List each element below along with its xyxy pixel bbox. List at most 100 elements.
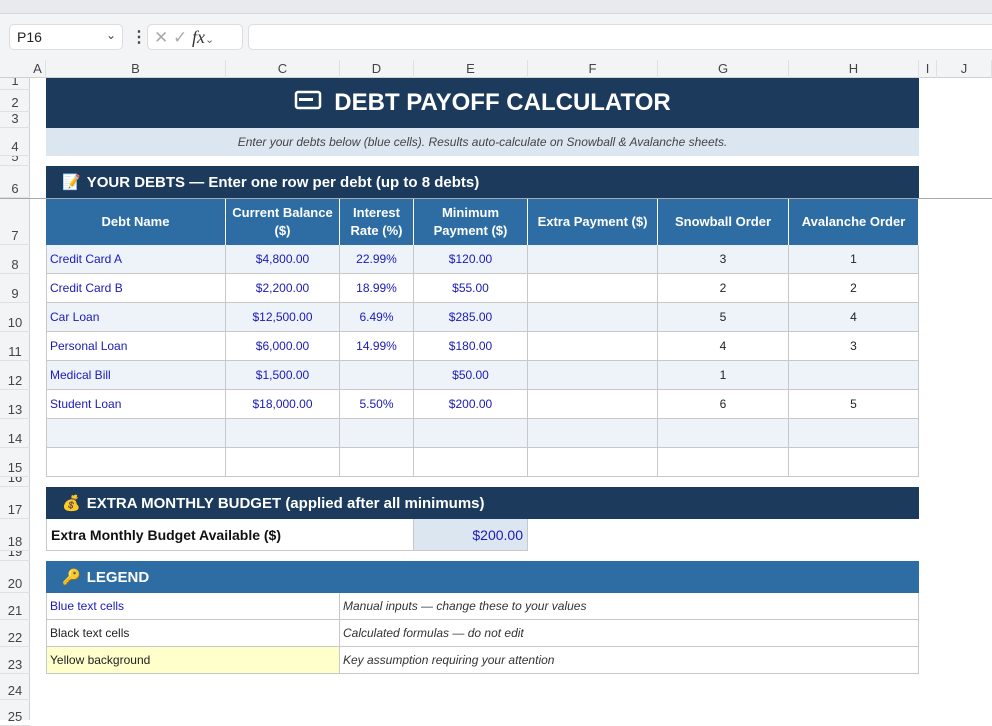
debt-value-cell[interactable]: 5 — [658, 303, 789, 332]
debt-value-cell[interactable]: 3 — [658, 245, 789, 274]
debt-name-cell[interactable]: Car Loan — [46, 303, 226, 332]
debt-value-cell[interactable] — [528, 390, 658, 419]
debt-name-cell[interactable]: Credit Card A — [46, 245, 226, 274]
debt-value-cell[interactable] — [658, 419, 789, 448]
debt-value-cell[interactable]: 5 — [789, 390, 919, 419]
debt-value-cell[interactable]: $18,000.00 — [226, 390, 340, 419]
debt-value-cell[interactable] — [226, 448, 340, 477]
row-header-5[interactable]: 5 — [0, 156, 30, 166]
debt-value-cell[interactable]: 2 — [658, 274, 789, 303]
column-header-A[interactable]: A — [30, 60, 46, 78]
debt-value-cell[interactable] — [226, 419, 340, 448]
chevron-down-icon[interactable]: ⌄ — [105, 28, 116, 42]
row-header-19[interactable]: 19 — [0, 551, 30, 561]
row-header-8[interactable]: 8 — [0, 245, 30, 274]
debt-value-cell[interactable] — [414, 448, 528, 477]
column-header-F[interactable]: F — [528, 60, 658, 78]
column-header-D[interactable]: D — [340, 60, 414, 78]
debt-value-cell[interactable] — [528, 332, 658, 361]
debt-value-cell[interactable]: $2,200.00 — [226, 274, 340, 303]
row-header-9[interactable]: 9 — [0, 274, 30, 303]
debt-value-cell[interactable] — [528, 361, 658, 390]
chevron-down-icon[interactable]: ⌄ — [204, 34, 215, 46]
row-header-21[interactable]: 21 — [0, 593, 30, 620]
row-header-15[interactable]: 15 — [0, 448, 30, 477]
debt-value-cell[interactable]: 4 — [789, 303, 919, 332]
debt-value-cell[interactable]: $1,500.00 — [226, 361, 340, 390]
debt-value-cell[interactable]: 1 — [789, 245, 919, 274]
row-header-22[interactable]: 22 — [0, 620, 30, 647]
more-icon[interactable]: ⋮ — [131, 29, 147, 46]
debt-value-cell[interactable]: 5.50% — [340, 390, 414, 419]
column-header-C[interactable]: C — [226, 60, 340, 78]
debt-value-cell[interactable]: 14.99% — [340, 332, 414, 361]
debt-value-cell[interactable]: $55.00 — [414, 274, 528, 303]
debt-value-cell[interactable]: $12,500.00 — [226, 303, 340, 332]
cancel-icon[interactable]: ✕ — [154, 28, 169, 47]
formula-input[interactable] — [248, 24, 992, 50]
row-header-16[interactable]: 16 — [0, 477, 30, 487]
debt-value-cell[interactable]: $6,000.00 — [226, 332, 340, 361]
row-header-18[interactable]: 18 — [0, 519, 30, 551]
row-header-7[interactable]: 7 — [0, 198, 30, 245]
column-header-H[interactable]: H — [789, 60, 919, 78]
row-header-4[interactable]: 4 — [0, 128, 30, 156]
debt-value-cell[interactable]: $200.00 — [414, 390, 528, 419]
row-header-24[interactable]: 24 — [0, 674, 30, 700]
row-header-6[interactable]: 6 — [0, 166, 30, 198]
column-header-B[interactable]: B — [46, 60, 226, 78]
debt-value-cell[interactable] — [340, 361, 414, 390]
debt-name-cell[interactable]: Credit Card B — [46, 274, 226, 303]
debt-value-cell[interactable]: 6.49% — [340, 303, 414, 332]
debt-value-cell[interactable]: 1 — [658, 361, 789, 390]
debt-value-cell[interactable] — [414, 419, 528, 448]
debt-value-cell[interactable] — [528, 419, 658, 448]
fx-icon[interactable]: fx — [191, 27, 205, 47]
row-header-13[interactable]: 13 — [0, 390, 30, 419]
debt-value-cell[interactable] — [789, 419, 919, 448]
debt-value-cell[interactable] — [340, 419, 414, 448]
debt-value-cell[interactable]: $180.00 — [414, 332, 528, 361]
debt-value-cell[interactable]: 2 — [789, 274, 919, 303]
debt-name-cell[interactable] — [46, 448, 226, 477]
debt-value-cell[interactable] — [658, 448, 789, 477]
debt-value-cell[interactable]: $4,800.00 — [226, 245, 340, 274]
debt-value-cell[interactable]: 6 — [658, 390, 789, 419]
debt-value-cell[interactable] — [789, 448, 919, 477]
debt-name-cell[interactable] — [46, 419, 226, 448]
column-header-E[interactable]: E — [414, 60, 528, 78]
row-header-14[interactable]: 14 — [0, 419, 30, 448]
debt-value-cell[interactable]: 18.99% — [340, 274, 414, 303]
row-header-10[interactable]: 10 — [0, 303, 30, 332]
row-header-12[interactable]: 12 — [0, 361, 30, 390]
debt-value-cell[interactable] — [789, 361, 919, 390]
column-header-G[interactable]: G — [658, 60, 789, 78]
row-header-1[interactable]: 1 — [0, 78, 30, 90]
debt-value-cell[interactable] — [340, 448, 414, 477]
debt-name-cell[interactable]: Personal Loan — [46, 332, 226, 361]
debt-value-cell[interactable] — [528, 245, 658, 274]
row-header-11[interactable]: 11 — [0, 332, 30, 361]
debt-value-cell[interactable] — [528, 303, 658, 332]
debt-value-cell[interactable]: 3 — [789, 332, 919, 361]
row-header-25[interactable]: 25 — [0, 700, 30, 726]
name-box[interactable]: P16 ⌄ — [9, 24, 123, 50]
row-header-17[interactable]: 17 — [0, 487, 30, 519]
column-header-J[interactable]: J — [937, 60, 992, 78]
debt-value-cell[interactable] — [528, 448, 658, 477]
row-header-23[interactable]: 23 — [0, 647, 30, 674]
debt-name-cell[interactable]: Medical Bill — [46, 361, 226, 390]
debt-value-cell[interactable]: 4 — [658, 332, 789, 361]
debt-value-cell[interactable]: 22.99% — [340, 245, 414, 274]
debt-value-cell[interactable]: $285.00 — [414, 303, 528, 332]
row-header-3[interactable]: 3 — [0, 112, 30, 128]
debt-name-cell[interactable]: Student Loan — [46, 390, 226, 419]
check-icon[interactable]: ✓ — [172, 28, 188, 47]
row-header-20[interactable]: 20 — [0, 561, 30, 593]
budget-input[interactable]: $200.00 — [414, 519, 528, 551]
debt-value-cell[interactable]: $50.00 — [414, 361, 528, 390]
row-header-2[interactable]: 2 — [0, 90, 30, 112]
column-header-I[interactable]: I — [919, 60, 937, 78]
debt-value-cell[interactable]: $120.00 — [414, 245, 528, 274]
debt-value-cell[interactable] — [528, 274, 658, 303]
